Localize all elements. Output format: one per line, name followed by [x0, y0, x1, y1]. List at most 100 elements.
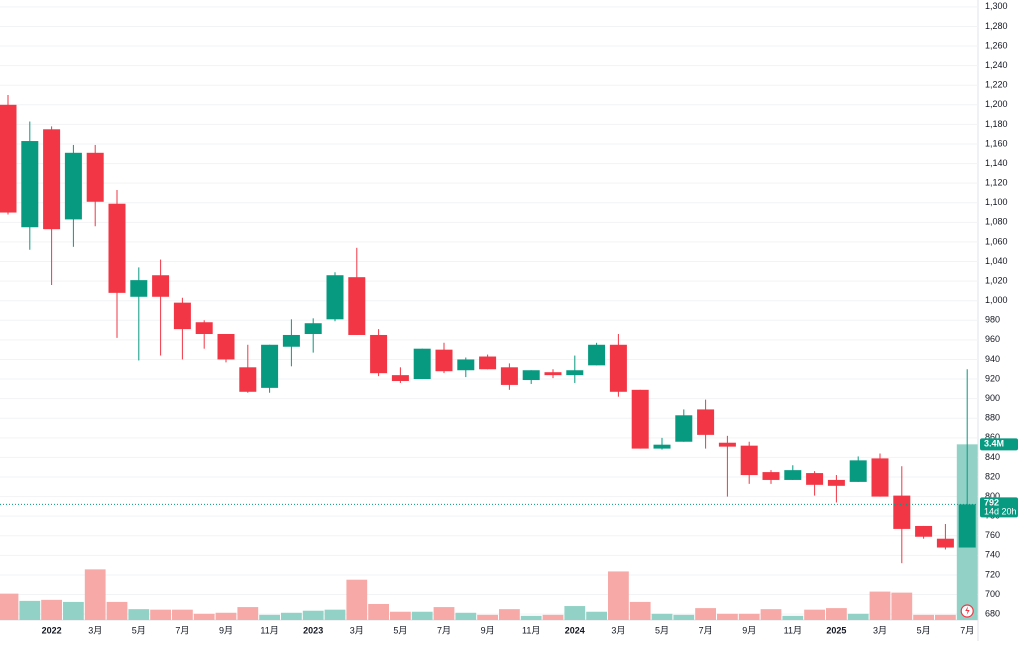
- y-tick-label: 1,240: [985, 60, 1008, 70]
- x-tick-label: 11月: [522, 625, 540, 635]
- candle-body: [806, 473, 824, 485]
- candle-body: [936, 538, 954, 548]
- candle-body: [609, 344, 627, 392]
- volume-bar: [172, 609, 193, 620]
- x-tick-label: 5月: [917, 625, 931, 635]
- candle-body: [718, 442, 736, 447]
- y-tick-label: 800: [985, 491, 1000, 501]
- y-tick-label: 680: [985, 608, 1000, 618]
- volume-bar: [259, 614, 280, 620]
- candle-body: [762, 472, 780, 480]
- candle-body: [435, 349, 453, 372]
- x-tick-label: 9月: [742, 625, 756, 635]
- x-tick-label: 7月: [437, 625, 451, 635]
- y-tick-label: 860: [985, 432, 1000, 442]
- volume-bar: [738, 613, 760, 620]
- candle-body: [152, 275, 170, 297]
- volume-bar: [455, 612, 477, 620]
- candle-body: [326, 275, 344, 320]
- volume-bar: [41, 599, 62, 620]
- candle-body: [893, 495, 911, 529]
- volume-bar: [237, 607, 259, 620]
- volume-bar: [84, 569, 106, 620]
- candle-body: [173, 302, 191, 330]
- candle-body: [958, 504, 976, 548]
- y-tick-label: 820: [985, 471, 1000, 481]
- volume-bar: [63, 601, 84, 620]
- volume-bar: [215, 612, 237, 620]
- volume-bar: [695, 608, 716, 620]
- x-tick-label: 2023: [303, 625, 323, 635]
- candle-body: [391, 375, 409, 382]
- candle-body: [64, 152, 82, 220]
- candle-body: [130, 280, 148, 297]
- candle-body: [522, 370, 540, 381]
- volume-bar: [717, 613, 738, 620]
- y-tick-label: 940: [985, 354, 1000, 364]
- y-tick-label: 980: [985, 315, 1000, 325]
- candle-body: [108, 203, 126, 293]
- volume-bar: [193, 613, 215, 620]
- volume-bar: [390, 611, 411, 620]
- countdown-label: 14d 20h: [984, 506, 1017, 516]
- y-tick-label: 840: [985, 452, 1000, 462]
- volume-bar: [106, 601, 128, 620]
- y-tick-label: 1,220: [985, 80, 1008, 90]
- volume-tag: [980, 438, 1018, 451]
- event-icon-bolt: [965, 606, 970, 615]
- y-tick-label: 700: [985, 589, 1000, 599]
- volume-bar: [477, 614, 498, 620]
- x-tick-label: 5月: [132, 625, 146, 635]
- y-tick-label: 720: [985, 569, 1000, 579]
- candle-body: [631, 389, 649, 449]
- candle-body: [479, 356, 497, 370]
- y-tick-label: 1,060: [985, 236, 1008, 246]
- candle-body: [697, 409, 715, 435]
- candle-body: [0, 104, 17, 213]
- volume-bar: [19, 600, 41, 620]
- volume-bar: [281, 612, 302, 620]
- x-tick-label: 3月: [350, 625, 364, 635]
- y-tick-label: 1,020: [985, 275, 1008, 285]
- candle-body: [217, 333, 235, 360]
- volume-bar: [935, 614, 956, 620]
- volume-bar: [542, 614, 564, 620]
- volume-bar: [760, 609, 782, 620]
- x-tick-label: 3月: [873, 625, 887, 635]
- volume-bar: [411, 611, 433, 620]
- candle-body: [915, 525, 933, 537]
- candle-body: [413, 348, 431, 380]
- x-tick-label: 3月: [611, 625, 625, 635]
- x-tick-label: 2024: [565, 625, 585, 635]
- y-tick-label: 1,080: [985, 217, 1008, 227]
- volume-bar: [891, 592, 913, 620]
- volume-bar: [150, 609, 171, 620]
- y-tick-label: 1,180: [985, 119, 1008, 129]
- volume-bar: [673, 614, 695, 620]
- x-tick-label: 9月: [481, 625, 495, 635]
- x-tick-label: 5月: [393, 625, 407, 635]
- y-tick-label: 1,260: [985, 40, 1008, 50]
- volume-bar: [564, 606, 586, 620]
- x-tick-label: 11月: [784, 625, 802, 635]
- volume-bar: [368, 603, 389, 620]
- volume-bar: [520, 615, 542, 620]
- volume-bar: [586, 611, 607, 620]
- candle-body: [239, 367, 257, 392]
- y-tick-label: 880: [985, 413, 1000, 423]
- y-tick-label: 1,140: [985, 158, 1008, 168]
- candle-body: [784, 470, 802, 480]
- volume-bar: [869, 591, 891, 620]
- x-tick-label: 3月: [88, 625, 102, 635]
- x-tick-label: 7月: [960, 625, 974, 635]
- candle-body: [544, 372, 562, 376]
- candle-body: [740, 445, 758, 476]
- candle-body: [282, 334, 300, 347]
- candle-body: [500, 367, 518, 385]
- x-tick-label: 9月: [219, 625, 233, 635]
- y-tick-label: 1,300: [985, 1, 1008, 11]
- volume-bar: [608, 571, 629, 620]
- y-tick-label: 920: [985, 373, 1000, 383]
- candle-body: [21, 141, 39, 228]
